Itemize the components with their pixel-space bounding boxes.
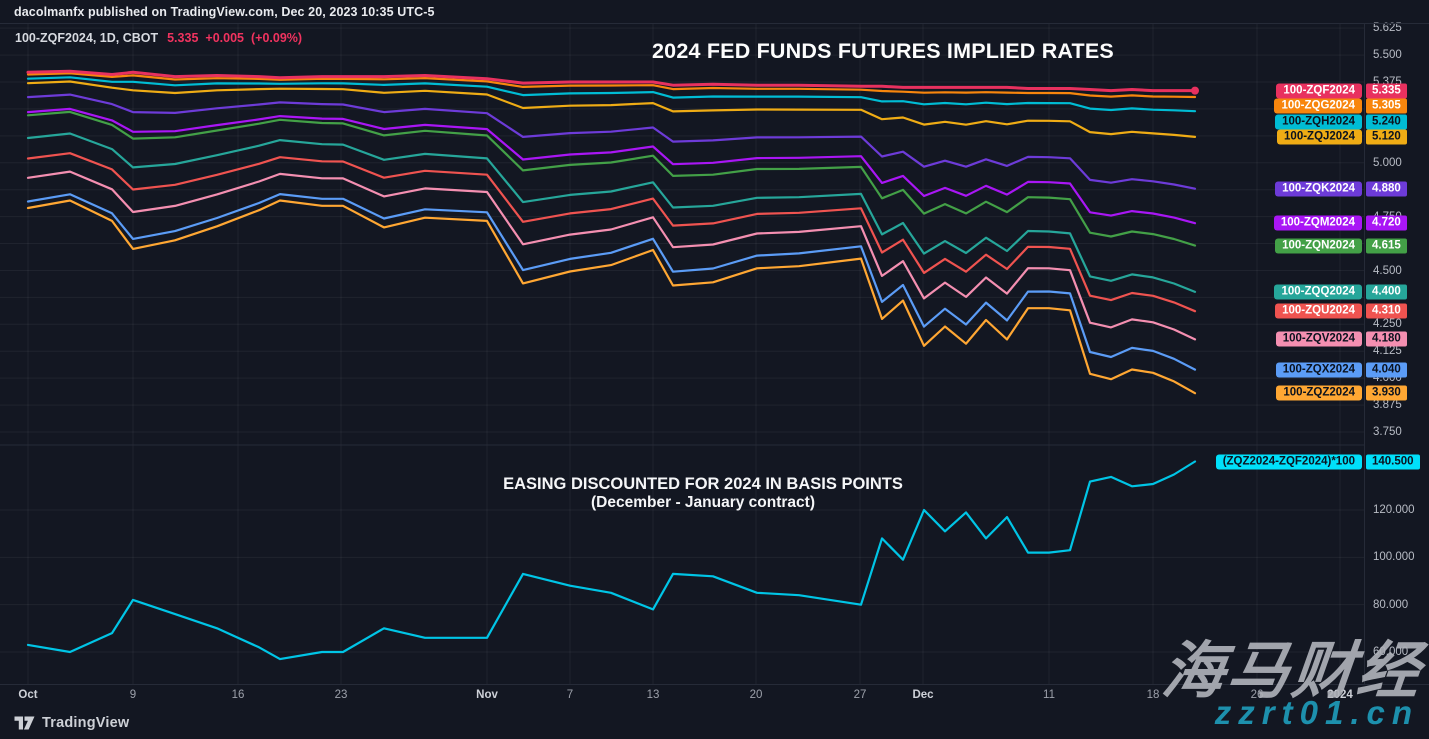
series-line-zqz [26,199,1197,395]
price-axis-tick: 5.375 [1373,76,1402,88]
symbol-last-price: 5.335 [167,31,199,45]
time-axis-tick: 27 [853,689,867,701]
series-line-zqq [26,132,1197,293]
time-axis-tick: 13 [646,689,660,701]
time-axis-tick: 26 [1250,689,1264,701]
last-price-dot [1191,86,1199,95]
time-axis-tick: Nov [476,689,498,701]
series-line-zqx [26,193,1197,371]
lower-pane-title-line1: EASING DISCOUNTED FOR 2024 IN BASIS POIN… [503,475,903,493]
price-axis-tick: 120.000 [1373,504,1415,516]
series-line-zqj [26,80,1197,138]
price-axis-tick: 4.750 [1373,210,1402,223]
series-line-spread [26,460,1197,661]
series-line-zqm [26,107,1197,225]
chart-title: 2024 FED FUNDS FUTURES IMPLIED RATES [652,39,1114,63]
price-axis-tick: 100.000 [1373,551,1415,564]
time-axis-tick: 16 [231,689,245,701]
lower-pane-title-line2: (December - January contract) [591,494,815,511]
price-axis-tick: 5.625 [1373,22,1402,35]
time-axis-tick: Oct [18,689,38,701]
tradingview-brand[interactable]: TradingView [42,714,130,731]
tradingview-logo-icon[interactable] [14,715,35,731]
attribution-bar: dacolmanfx published on TradingView.com,… [0,0,1429,24]
time-axis-tick: 18 [1146,689,1160,701]
time-axis-tick: Dec [912,689,934,701]
symbol-legend[interactable]: 100-ZQF2024, 1D, CBOT 5.335 +0.005 (+0.09%) [15,31,302,45]
attribution-text: dacolmanfx published on TradingView.com,… [14,5,435,19]
price-axis-tick: 4.000 [1373,372,1402,385]
series-line-zqu [26,152,1197,313]
series-line-zqn [26,110,1197,247]
symbol-title: 100-ZQF2024, 1D, CBOT [15,31,159,45]
price-axis-tick: 4.125 [1373,345,1402,358]
symbol-change-pct: (+0.09%) [250,31,303,45]
symbol-change: +0.005 [205,31,244,45]
series-line-zqk [26,93,1197,190]
price-axis-tick: 60.000 [1373,646,1409,658]
price-axis-tick: 3.875 [1373,399,1402,412]
price-axis-tick: 5.500 [1373,49,1402,62]
series-line-zqf [26,69,1197,93]
price-axis-tick: 4.500 [1373,264,1402,277]
time-axis-tick: 9 [129,689,137,701]
price-axis-tick: 5.000 [1373,156,1402,169]
series-line-zqg [26,72,1197,99]
price-scale[interactable]: 5.625 5.500 5.375 5.000 4.750 4.500 4.250 4.125… [1364,22,1429,684]
price-axis-tick: 80.000 [1373,598,1409,611]
time-scale[interactable]: Oct 9 16 23 Nov 7 13 20 27 Dec 11 18 26 2024 [0,684,1429,707]
price-axis-tick: 3.750 [1373,426,1402,438]
footer-bar: TradingView [0,706,1429,739]
series-line-zqh [26,76,1197,113]
time-axis-tick: 7 [566,689,574,701]
time-axis-tick: 23 [334,689,348,701]
price-axis-tick: 4.250 [1373,318,1402,331]
time-axis-tick: 11 [1043,689,1055,701]
series-line-zqv [26,170,1197,341]
time-axis-tick: 2024 [1327,689,1353,701]
time-axis-tick: 20 [749,689,763,701]
